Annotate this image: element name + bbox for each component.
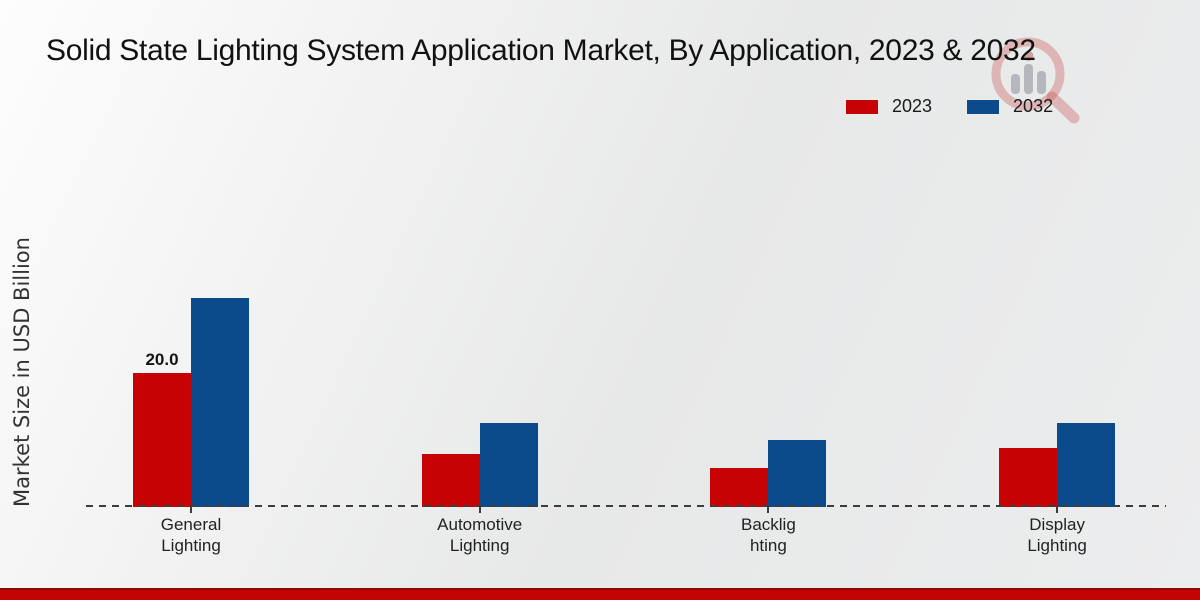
legend-label-2032: 2032: [1013, 96, 1054, 116]
bar-2032-automotive-lighting: [479, 423, 538, 507]
x-axis-category-label-backlighting: Backlig hting: [740, 515, 796, 555]
bar-2023-general-lighting: [133, 373, 191, 507]
x-axis-tick: [767, 507, 770, 513]
bar-2032-backlighting: [768, 440, 827, 507]
bar-2023-display-lighting: [999, 448, 1058, 507]
legend-item-2032: 2032: [966, 96, 1053, 117]
bar-2032-display-lighting: [1057, 423, 1116, 507]
bar-2023-automotive-lighting: [421, 454, 480, 507]
x-axis-tick: [478, 507, 481, 513]
x-axis-category-label-general-lighting: General Lighting: [160, 515, 222, 555]
legend-swatch-2032: [966, 98, 1001, 115]
watermark-magnifier-logo: [991, 37, 1080, 124]
legend-label-2023: 2023: [892, 96, 933, 116]
chart-title: Solid State Lighting System Application …: [46, 34, 1036, 67]
x-axis-category-label-automotive-lighting: Automotive Lighting: [437, 515, 523, 555]
x-axis-baseline: [86, 505, 1166, 507]
footer-accent-bar: [0, 588, 1200, 600]
legend: 2023 2032: [845, 96, 1087, 117]
legend-item-2023: 2023: [845, 96, 932, 117]
x-axis-tick: [1056, 507, 1059, 513]
x-axis-category-label-display-lighting: Display Lighting: [1027, 515, 1087, 555]
bar-value-label: 20.0: [145, 350, 179, 369]
bar-2023-backlighting: [710, 468, 769, 507]
legend-swatch-2023: [845, 98, 879, 115]
bar-2032-general-lighting: [191, 297, 249, 507]
x-axis-tick: [190, 507, 192, 513]
